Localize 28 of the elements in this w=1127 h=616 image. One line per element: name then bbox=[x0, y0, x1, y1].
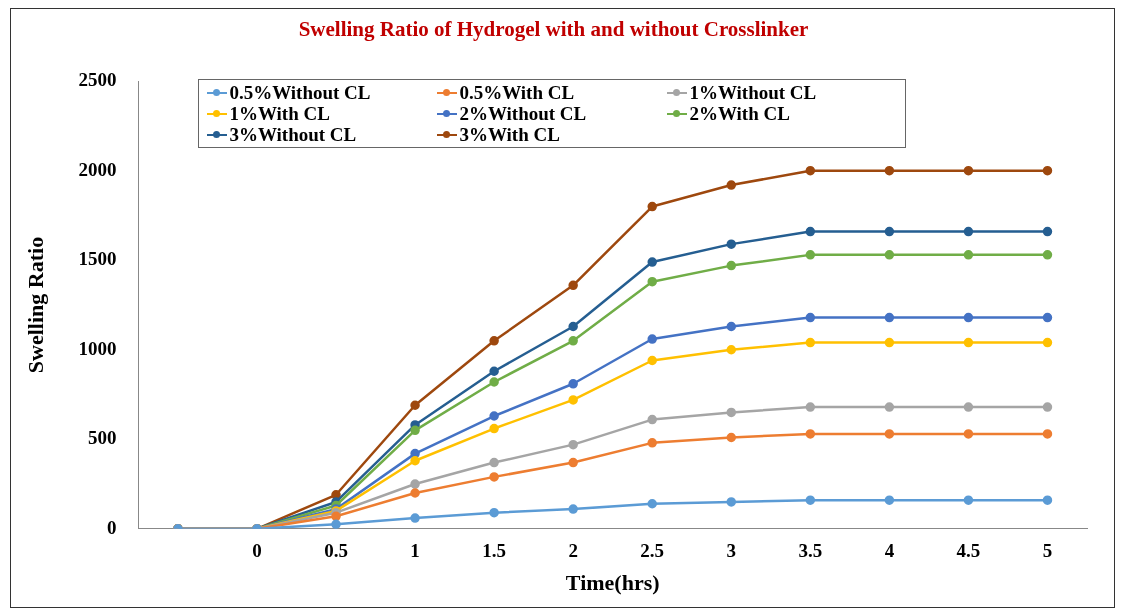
x-axis-title: Time(hrs) bbox=[565, 570, 660, 596]
legend-label: 3%With CL bbox=[459, 124, 560, 146]
y-tick-label: 0 bbox=[106, 516, 117, 538]
y-tick-label: 500 bbox=[87, 427, 117, 449]
x-tick-label: 1 bbox=[410, 540, 420, 562]
y-tick-label: 2500 bbox=[78, 69, 117, 91]
x-tick-label: 3.5 bbox=[798, 540, 823, 562]
y-tick-label: 1000 bbox=[78, 337, 117, 359]
x-tick-label: 0.5 bbox=[324, 540, 348, 562]
x-tick-label: 3 bbox=[726, 540, 737, 562]
chart-title: Swelling Ratio of Hydrogel with and without Crosslinker bbox=[298, 17, 809, 42]
x-tick-label: 2.5 bbox=[640, 540, 665, 562]
x-tick-label: 5 bbox=[1042, 540, 1053, 562]
y-axis-title: Swelling Ratio bbox=[22, 236, 48, 374]
legend-label: 3%Without CL bbox=[229, 124, 357, 146]
legend-label: 0.5%With CL bbox=[459, 82, 575, 104]
legend-label: 0.5%Without CL bbox=[229, 82, 371, 104]
legend-label: 2%With CL bbox=[689, 103, 790, 125]
x-tick-label: 2 bbox=[568, 540, 578, 562]
legend-label: 1%Without CL bbox=[689, 82, 817, 104]
legend-label: 1%With CL bbox=[229, 103, 330, 125]
x-tick-label: 4.5 bbox=[956, 540, 981, 562]
x-tick-label: 4 bbox=[884, 540, 895, 562]
y-tick-label: 2000 bbox=[78, 158, 117, 180]
y-tick-label: 1500 bbox=[78, 248, 117, 270]
x-tick-label: 1.5 bbox=[482, 540, 506, 562]
x-tick-label: 0 bbox=[252, 540, 262, 562]
legend-label: 2%Without CL bbox=[459, 103, 587, 125]
